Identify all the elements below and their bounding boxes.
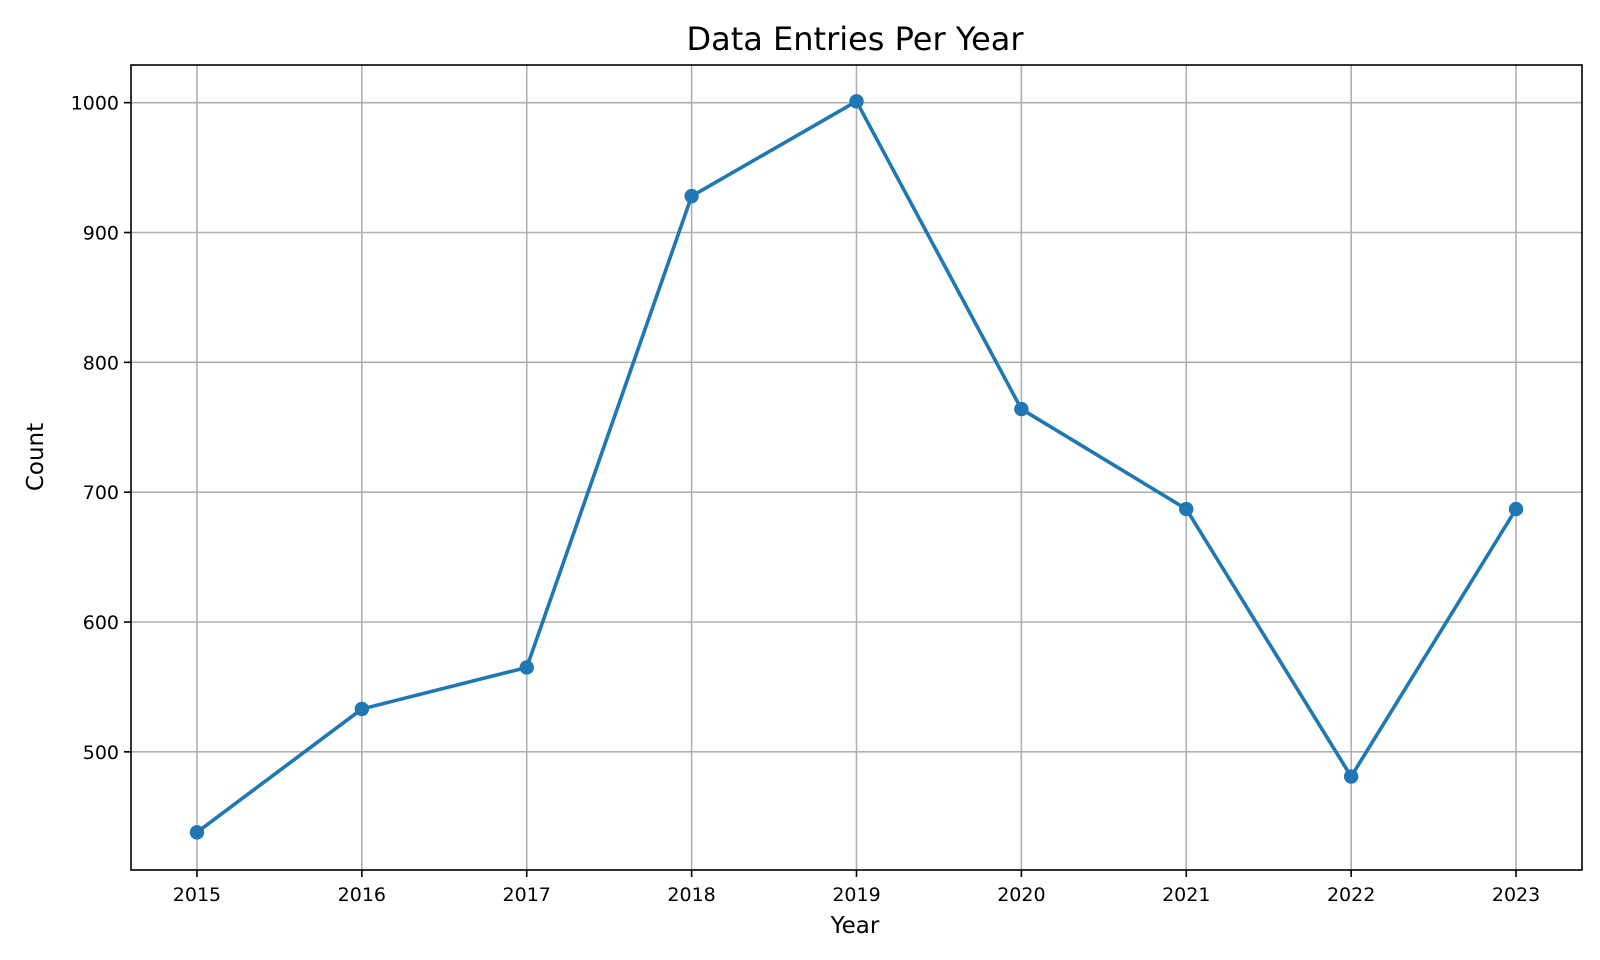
x-tick-label: 2018 xyxy=(667,884,715,906)
data-series xyxy=(189,94,1524,840)
x-tick-label: 2021 xyxy=(1162,884,1210,906)
x-tick-label: 2019 xyxy=(832,884,880,906)
chart-title: Data Entries Per Year xyxy=(686,20,1024,58)
y-tick-label: 900 xyxy=(83,222,119,244)
y-tick-label: 500 xyxy=(83,742,119,764)
plot-area-frame xyxy=(130,64,1583,871)
data-point xyxy=(1014,401,1029,417)
x-tick-label: 2022 xyxy=(1327,884,1375,906)
y-tick-label: 700 xyxy=(83,482,119,504)
data-point xyxy=(519,660,534,675)
data-point xyxy=(1343,769,1359,784)
x-tick-label: 2020 xyxy=(997,884,1045,906)
data-point xyxy=(189,825,205,840)
data-point xyxy=(849,94,864,109)
data-point xyxy=(354,701,370,717)
axis-ticks: 2015 2016 2017 2018 2019 2020 2021 2022 2023 500 6… xyxy=(71,93,1541,906)
data-point xyxy=(1508,501,1524,517)
y-tick-label: 1000 xyxy=(71,93,119,115)
x-axis-label: Year xyxy=(830,913,880,939)
data-point xyxy=(1179,501,1194,517)
y-axis-label: Count xyxy=(23,423,49,491)
grid xyxy=(131,65,1582,870)
y-tick-label: 800 xyxy=(83,352,119,374)
x-tick-label: 2017 xyxy=(503,884,551,906)
x-tick-label: 2023 xyxy=(1492,884,1540,906)
data-point xyxy=(684,188,699,204)
x-tick-label: 2016 xyxy=(338,884,386,906)
x-tick-label: 2015 xyxy=(173,884,221,906)
y-tick-label: 600 xyxy=(83,612,119,634)
